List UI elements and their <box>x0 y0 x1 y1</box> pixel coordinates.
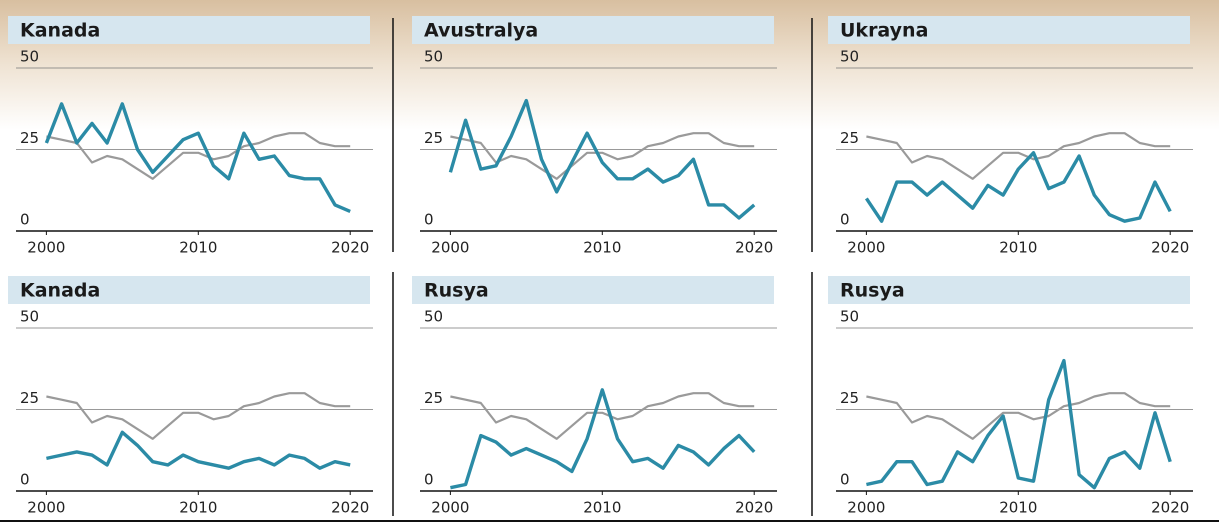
y-tick-label: 50 <box>20 48 39 66</box>
y-tick-label: 0 <box>20 211 30 229</box>
panel-title: Kanada <box>20 20 100 42</box>
y-tick-label: 0 <box>424 471 434 489</box>
series-line <box>864 151 1172 223</box>
series-line <box>450 132 755 180</box>
y-tick-label: 50 <box>20 308 39 326</box>
x-tick-label: 2020 <box>1151 499 1189 517</box>
panel: Rusya 0 25 50 2000 2010 2020 <box>828 276 1193 517</box>
series-line <box>46 392 351 440</box>
series-line <box>448 98 756 220</box>
x-tick-label: 2010 <box>583 239 621 257</box>
x-tick-label: 2010 <box>179 239 217 257</box>
x-tick-label: 2000 <box>27 239 65 257</box>
title-bar <box>828 276 1190 304</box>
title-bar <box>8 276 370 304</box>
series-line <box>866 392 1171 440</box>
x-tick-label: 2000 <box>27 499 65 517</box>
title-bar <box>828 16 1190 44</box>
panel-title: Ukrayna <box>840 20 928 42</box>
title-bar <box>412 16 774 44</box>
panel: Kanada 0 25 50 2000 2010 2020 <box>8 16 373 257</box>
series-line <box>450 392 755 440</box>
y-tick-label: 25 <box>840 389 859 407</box>
x-tick-label: 2010 <box>179 499 217 517</box>
title-bar <box>8 16 370 44</box>
series-line <box>46 132 351 180</box>
panel-title: Kanada <box>20 280 100 302</box>
x-tick-label: 2000 <box>847 499 885 517</box>
series-line <box>866 358 1172 490</box>
panel-title: Avustralya <box>424 20 538 42</box>
panel-title: Rusya <box>840 280 905 302</box>
title-bar <box>412 276 774 304</box>
y-tick-label: 25 <box>424 389 443 407</box>
x-tick-label: 2000 <box>431 499 469 517</box>
x-tick-label: 2020 <box>735 239 773 257</box>
series-line <box>46 430 351 470</box>
panel: Rusya 0 25 50 2000 2010 2020 <box>412 276 777 517</box>
x-tick-label: 2000 <box>847 239 885 257</box>
panel: Ukrayna 0 25 50 2000 2010 2020 <box>828 16 1193 257</box>
y-tick-label: 25 <box>20 129 39 147</box>
series-line <box>44 102 351 213</box>
y-tick-label: 50 <box>424 308 443 326</box>
series-line <box>450 388 756 490</box>
panel-title: Rusya <box>424 280 489 302</box>
y-tick-label: 0 <box>20 471 30 489</box>
x-tick-label: 2010 <box>583 499 621 517</box>
y-tick-label: 0 <box>840 211 850 229</box>
y-tick-label: 50 <box>424 48 443 66</box>
x-tick-label: 2000 <box>431 239 469 257</box>
x-tick-label: 2020 <box>331 499 369 517</box>
y-tick-label: 0 <box>840 471 850 489</box>
x-tick-label: 2010 <box>999 499 1037 517</box>
y-tick-label: 25 <box>424 129 443 147</box>
panel: Avustralya 0 25 50 2000 2010 2020 <box>412 16 777 257</box>
y-tick-label: 50 <box>840 48 859 66</box>
y-tick-label: 25 <box>840 129 859 147</box>
y-tick-label: 25 <box>20 389 39 407</box>
x-tick-label: 2020 <box>331 239 369 257</box>
series-line <box>866 132 1171 180</box>
y-tick-label: 0 <box>424 211 434 229</box>
y-tick-label: 50 <box>840 308 859 326</box>
panel: Kanada 0 25 50 2000 2010 2020 <box>8 276 373 517</box>
x-tick-label: 2020 <box>735 499 773 517</box>
x-tick-label: 2010 <box>999 239 1037 257</box>
x-tick-label: 2020 <box>1151 239 1189 257</box>
